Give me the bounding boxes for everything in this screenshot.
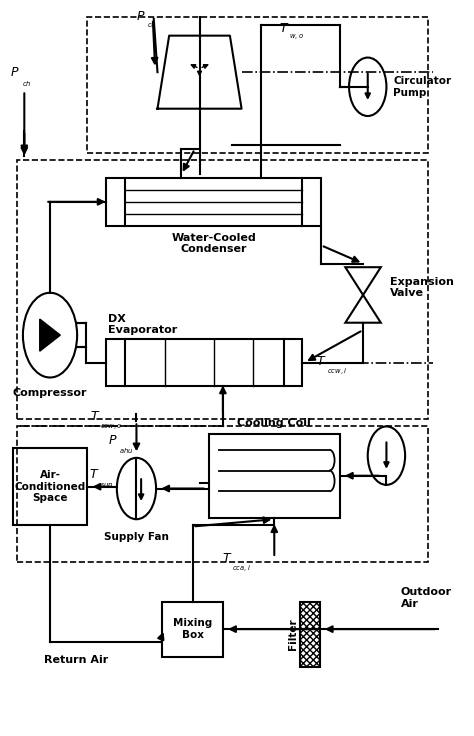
Text: $P$: $P$ xyxy=(109,434,118,447)
Bar xyxy=(13,448,87,525)
Text: Outdoor
Air: Outdoor Air xyxy=(401,587,452,609)
Bar xyxy=(162,602,223,657)
Text: $_{ch}$: $_{ch}$ xyxy=(22,79,32,89)
Text: $T$: $T$ xyxy=(279,22,290,35)
Text: Compressor: Compressor xyxy=(13,389,87,398)
Text: $P$: $P$ xyxy=(137,10,146,24)
Text: $_{ahu}$: $_{ahu}$ xyxy=(119,446,134,456)
Text: Mixing
Box: Mixing Box xyxy=(173,618,212,640)
Text: Return Air: Return Air xyxy=(44,655,108,665)
Bar xyxy=(209,434,340,517)
Text: $_{sup}$: $_{sup}$ xyxy=(100,480,113,490)
Text: $_{ccw,o}$: $_{ccw,o}$ xyxy=(100,422,123,431)
Text: Expansion
Valve: Expansion Valve xyxy=(390,277,454,299)
Text: Filter: Filter xyxy=(288,619,298,651)
Text: $T$: $T$ xyxy=(222,552,232,565)
Text: Air-
Conditioned
Space: Air- Conditioned Space xyxy=(14,470,86,503)
Text: $T$: $T$ xyxy=(316,355,327,368)
Text: $_{ct}$: $_{ct}$ xyxy=(147,20,156,29)
Text: $T$: $T$ xyxy=(89,468,99,481)
Bar xyxy=(18,426,428,562)
Bar xyxy=(18,160,428,419)
Bar xyxy=(87,18,428,152)
Text: $_{w,o}$: $_{w,o}$ xyxy=(289,32,304,42)
Text: $_{cca,i}$: $_{cca,i}$ xyxy=(232,563,251,574)
Text: $T$: $T$ xyxy=(90,410,100,422)
Text: DX
Evaporator: DX Evaporator xyxy=(109,314,178,335)
Text: Cooling Coil: Cooling Coil xyxy=(237,418,311,428)
Bar xyxy=(106,339,302,386)
Bar xyxy=(300,602,319,668)
Polygon shape xyxy=(40,319,60,351)
Text: $P$: $P$ xyxy=(10,66,20,79)
Bar xyxy=(106,178,321,225)
Text: Water-Cooled
Condenser: Water-Cooled Condenser xyxy=(171,233,256,255)
Text: Supply Fan: Supply Fan xyxy=(104,532,169,542)
Text: Circulator
Pump: Circulator Pump xyxy=(393,76,452,98)
Text: $_{ccw,i}$: $_{ccw,i}$ xyxy=(327,366,347,377)
